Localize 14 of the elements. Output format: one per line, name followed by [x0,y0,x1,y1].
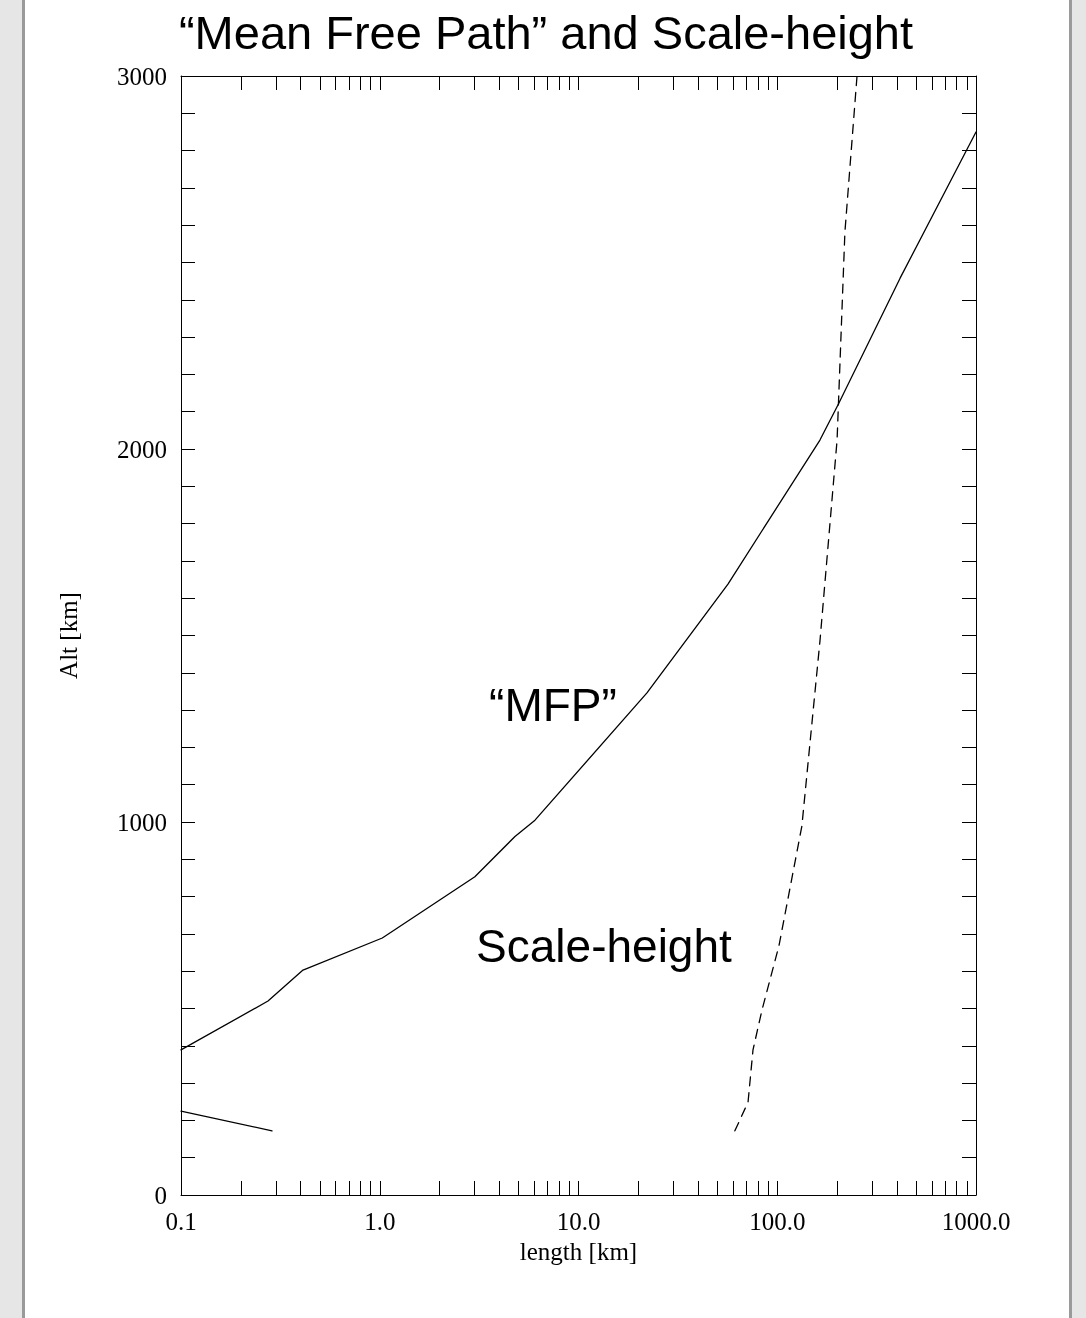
x-tick-label: 1.0 [364,1208,396,1235]
series-label: Scale-height [476,919,733,972]
y-tick-label: 3000 [117,62,167,90]
x-axis-title: length [km] [519,1237,638,1265]
x-tick-label: 100.0 [749,1208,806,1235]
series-label: “MFP” [489,678,617,731]
y-axis-title: Alt [km] [55,592,82,679]
y-tick-label: 1000 [117,808,167,836]
y-tick-label: 2000 [117,435,167,463]
y-tick-label: 0 [154,1181,167,1209]
x-tick-label: 1000.0 [941,1208,1011,1235]
chart-title: “Mean Free Path” and Scale-height [178,6,914,59]
x-tick-label: 0.1 [165,1208,197,1235]
x-tick-label: 10.0 [556,1208,601,1235]
